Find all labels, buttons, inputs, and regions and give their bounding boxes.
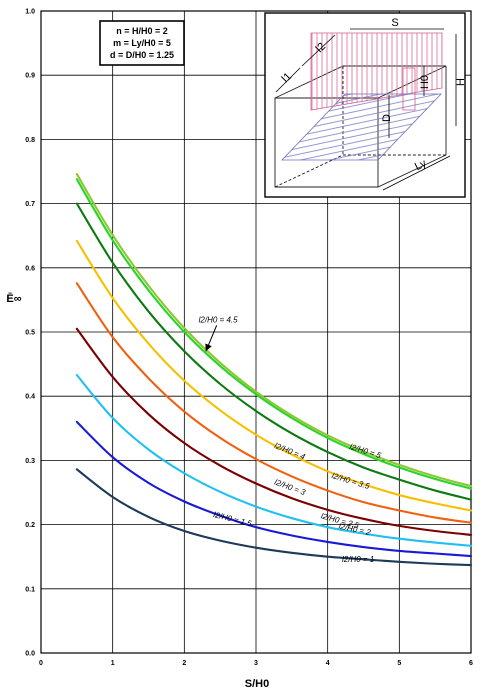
y-tick-label: 0.4 [25,394,35,401]
inset-label: H [455,78,467,86]
dimension-lines [275,28,457,191]
y-tick-label: 1.0 [25,9,35,16]
series-line [75,468,473,567]
series-line [75,373,473,547]
parameter-n: n = H/H0 = 2 [116,26,168,36]
hatched-plane-bottom [281,93,442,161]
y-tick-label: 0.3 [25,458,35,465]
curve-label: l2/H0 = 4.5 [199,315,238,324]
x-axis-label: S/H0 [245,678,269,690]
y-tick-label: 0.6 [25,265,35,272]
inset-label: Ly [413,157,429,173]
curve-labels: l2/H0 = 4.5 l2/H0 = 5 l2/H0 = 4 l2/H0 = 3.5… [199,315,383,563]
parameter-box: n = H/H0 = 2 m = Ly/H0 = 5 d = D/H0 = 1.… [99,20,185,66]
parameter-box-frame [99,20,185,66]
y-tick-label: 0.5 [25,330,35,337]
inset-label: H0 [419,75,431,89]
y-tick-label: 0.7 [25,201,35,208]
y-axis-label: Ē∞ [6,293,21,305]
y-tick-labels: 0.0 0.1 0.2 0.3 0.4 0.5 0.6 0.7 0.8 0.9 1.0 [25,9,35,658]
curve-label: l2/H0 = 2 [338,522,372,538]
plot-frame [40,10,472,654]
series-line [75,420,473,558]
series-line [75,178,473,490]
x-tick-label: 1 [111,660,115,667]
series-line [75,173,473,488]
curve-label: l2/H0 = 1.5 [213,510,253,528]
curve-label: l2/H0 = 5 [349,442,383,460]
y-tick-label: 0.8 [25,137,35,144]
curve-label: l2/H0 = 1 [342,555,374,564]
series-line [75,202,473,501]
series-line [75,282,473,524]
series-lines [75,173,473,567]
y-tick-label: 0.9 [25,73,35,80]
curve-label: l2/H0 = 3.5 [331,471,371,491]
inset-label: D [381,114,393,122]
parameter-d: d = D/H0 = 1.25 [110,50,174,60]
x-tick-label: 2 [182,660,186,667]
curve-label: l2/H0 = 4 [273,441,307,462]
x-tick-label: 6 [469,660,473,667]
slot-outline [402,67,416,111]
hatched-plane-top [310,32,443,111]
series-line [75,327,473,536]
y-tick-label: 0.2 [25,522,35,529]
annotation-arrowhead [205,343,212,352]
x-tick-label: 5 [397,660,401,667]
x-tick-label: 3 [254,660,258,667]
y-tick-label: 0.1 [25,586,35,593]
inset-label: S [391,17,398,29]
parameter-m: m = Ly/H0 = 5 [113,38,171,48]
x-tick-label: 4 [326,660,330,667]
y-tick-label: 0.0 [25,651,35,658]
series-line [75,239,473,512]
x-tick-labels: 0 1 2 3 4 5 6 [39,660,473,667]
x-tick-label: 0 [39,660,43,667]
